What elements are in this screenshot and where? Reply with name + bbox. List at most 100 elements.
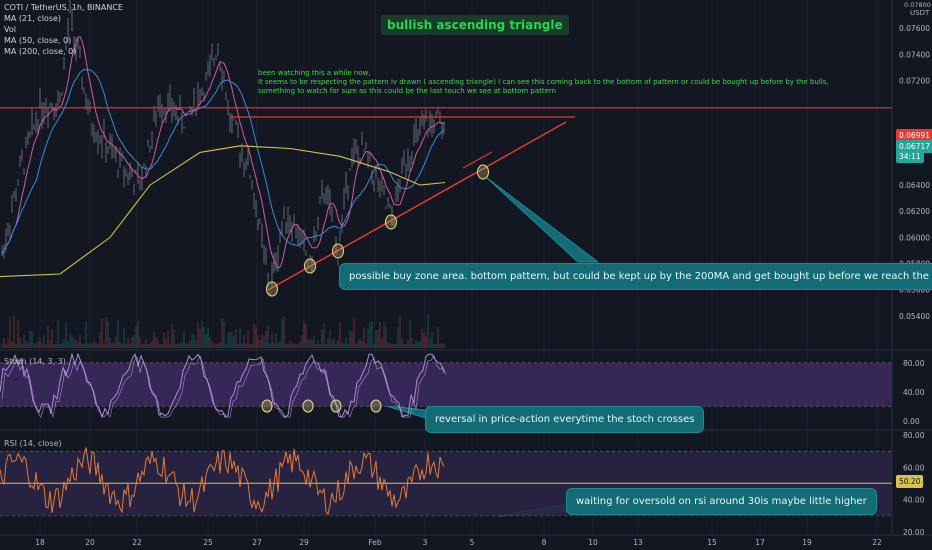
volume-bar — [259, 340, 261, 348]
volume-bar — [367, 328, 369, 348]
volume-bar — [373, 343, 375, 348]
callout-rsi[interactable]: waiting for oversold on rsi around 30is … — [566, 488, 877, 515]
time-tick-label: 15 — [707, 538, 717, 547]
ma50-line — [1, 68, 445, 255]
volume-bar — [89, 343, 91, 348]
volume-bar — [147, 343, 149, 348]
volume-bar — [155, 337, 157, 348]
price-tick-label: 0.05600 — [899, 286, 930, 295]
volume-bar — [77, 342, 79, 348]
touch-marker — [385, 214, 397, 230]
volume-bar — [3, 337, 5, 348]
stoch-d-line — [1, 354, 447, 418]
volume-bar — [403, 343, 405, 348]
volume-bar — [393, 343, 395, 348]
last-price-badge: 0.06717 — [896, 140, 932, 153]
volume-bar — [275, 333, 277, 348]
time-tick-label: 3 — [423, 538, 428, 547]
volume-bar — [425, 336, 427, 348]
volume-bar — [283, 316, 285, 348]
rsi-tick-label: 40.00 — [903, 496, 925, 505]
callout-pointer — [486, 177, 600, 263]
volume-bar — [279, 341, 281, 348]
stoch-band — [0, 362, 892, 407]
volume-bar — [313, 336, 315, 348]
rsi-tick-label: 80.00 — [903, 431, 925, 440]
volume-bar — [63, 339, 65, 348]
volume-bar — [249, 343, 251, 348]
volume-bar — [17, 320, 19, 348]
volume-bar — [295, 343, 297, 348]
volume-bar — [243, 335, 245, 348]
time-tick-label: 20 — [85, 538, 95, 547]
trendline-parallel — [462, 151, 493, 169]
stoch-cross-marker — [330, 399, 342, 413]
volume-bar — [361, 340, 363, 348]
stoch-tick-label: 0.00 — [903, 417, 920, 426]
pattern-title[interactable]: bullish ascending triangle — [381, 15, 569, 35]
volume-bar — [355, 343, 357, 348]
volume-bar — [325, 343, 327, 348]
time-tick-label: 5 — [470, 538, 475, 547]
volume-bar — [167, 330, 169, 348]
volume-bar — [211, 340, 213, 348]
volume-bar — [409, 319, 411, 348]
volume-bar — [1, 343, 3, 348]
stoch-label[interactable]: Stoch (14, 3, 3) — [4, 357, 66, 366]
legend-ma50[interactable]: MA (50, close, 0) — [4, 36, 72, 45]
volume-bar — [429, 338, 431, 348]
volume-bar — [161, 343, 163, 348]
volume-bar — [291, 343, 293, 348]
touch-marker — [304, 258, 316, 274]
ma21-line — [1, 35, 445, 269]
volume-bar — [131, 336, 133, 348]
volume-bar — [397, 326, 399, 348]
volume-bar — [43, 335, 45, 348]
note-line: something to watch for sure as this coul… — [258, 87, 557, 95]
volume-bar — [335, 343, 337, 348]
volume-bar — [149, 342, 151, 348]
volume-bar — [13, 315, 15, 348]
legend-ma200[interactable]: MA (200, close, 0) — [4, 47, 77, 56]
volume-bar — [123, 327, 125, 348]
analysis-note[interactable]: been watching this a while now, It seems… — [258, 69, 829, 96]
ma200-line — [0, 145, 446, 278]
volume-bar — [261, 334, 263, 348]
volume-bar — [263, 336, 265, 348]
legend-symbol[interactable]: COTI / TetherUS, 1h, BINANCE — [4, 3, 123, 12]
volume-bar — [407, 340, 409, 348]
volume-bar — [435, 343, 437, 348]
stoch-cross-marker — [302, 399, 314, 413]
volume-bar — [301, 334, 303, 348]
legend-ma21[interactable]: MA (21, close) — [4, 14, 62, 23]
volume-bar — [165, 339, 167, 348]
volume-bar — [93, 338, 95, 348]
rsi-value-badge: 50.20 — [896, 475, 924, 488]
volume-bar — [129, 343, 131, 348]
volume-bar — [267, 324, 269, 348]
callout-stoch[interactable]: reversal in price-action everytime the s… — [425, 406, 705, 433]
volume-bar — [231, 332, 233, 348]
stoch-tick-label: 80.00 — [903, 359, 925, 368]
volume-bar — [139, 336, 141, 348]
volume-bar — [431, 332, 433, 348]
rsi-label[interactable]: RSI (14, close) — [4, 439, 62, 448]
volume-bar — [203, 326, 205, 348]
time-tick-label: 29 — [299, 538, 309, 547]
volume-bar — [383, 322, 385, 348]
touch-marker — [266, 281, 278, 297]
volume-bar — [23, 334, 25, 348]
volume-bar — [95, 342, 97, 348]
volume-bar — [401, 338, 403, 348]
volume-bar — [177, 343, 179, 348]
volume-bar — [239, 328, 241, 348]
legend-vol[interactable]: Vol — [4, 25, 16, 34]
volume-bar — [75, 340, 77, 348]
volume-bar — [289, 340, 291, 348]
volume-bar — [207, 328, 209, 348]
callout-buy-zone[interactable]: possible buy zone area. bottom pattern, … — [339, 263, 932, 290]
volume-bar — [73, 338, 75, 348]
price-top-label: 0.07800 — [904, 1, 931, 9]
volume-bar — [415, 340, 417, 348]
time-tick-label: 10 — [588, 538, 598, 547]
